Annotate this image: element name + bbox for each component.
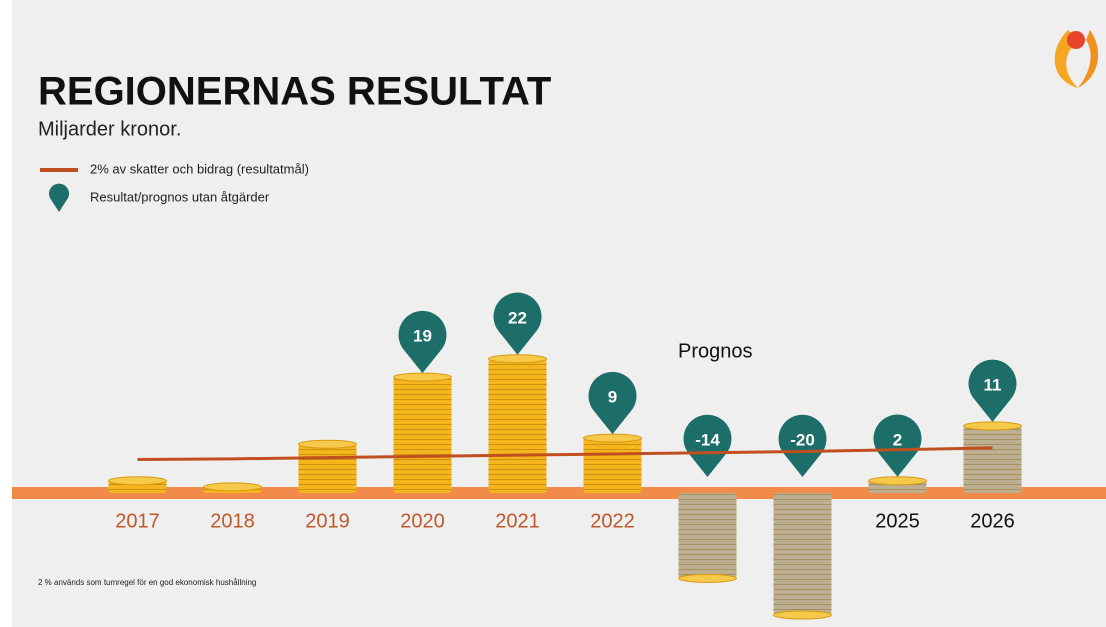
logo xyxy=(1054,30,1099,88)
target-line xyxy=(137,446,993,461)
bar-texture xyxy=(583,438,642,493)
data-label: 22 xyxy=(508,308,527,327)
chart-title: REGIONERNAS RESULTAT xyxy=(38,70,551,114)
background xyxy=(12,0,1106,627)
marker-pin xyxy=(398,310,447,374)
coin-top xyxy=(868,476,927,486)
x-tick-label: 2026 xyxy=(970,510,1015,532)
coin-stack xyxy=(488,354,547,493)
bar-texture xyxy=(393,377,452,493)
legend-swatch xyxy=(49,183,69,212)
x-tick-label: 2018 xyxy=(210,510,255,532)
legend-label: Resultat/prognos utan åtgärder xyxy=(90,189,270,204)
coin-top xyxy=(203,482,262,492)
coin-stack xyxy=(678,493,737,583)
marker-pin xyxy=(493,292,542,355)
annotation: Prognos xyxy=(678,340,753,362)
x-tick-label: 2017 xyxy=(115,510,160,532)
x-tick-label: 2025 xyxy=(875,510,920,532)
marker-pin xyxy=(778,414,827,477)
coin-stack xyxy=(108,476,167,493)
baseline-band xyxy=(12,487,1106,499)
chart-subtitle: Miljarder kronor. xyxy=(38,118,181,140)
data-label: 2 xyxy=(893,430,902,449)
marker-pin xyxy=(873,414,922,477)
footnote: 2 % används som tumregel för en god ekon… xyxy=(38,578,256,587)
data-label: 9 xyxy=(608,388,617,407)
marker-pin xyxy=(588,371,637,435)
coin-top xyxy=(108,476,167,486)
x-tick-label: 2020 xyxy=(400,510,445,532)
coin-top xyxy=(963,421,1022,431)
coin-top xyxy=(773,610,832,620)
x-tick-label: 2021 xyxy=(495,510,540,532)
bar-texture xyxy=(678,493,737,579)
legend-label: 2% av skatter och bidrag (resultatmål) xyxy=(90,161,309,176)
coin-stack xyxy=(868,476,927,493)
x-tick-label: 2019 xyxy=(305,510,350,532)
coin-top xyxy=(678,573,737,583)
data-label: -20 xyxy=(790,430,815,449)
coin-stack xyxy=(203,482,262,493)
x-tick-label: 2022 xyxy=(590,510,635,532)
data-label: 19 xyxy=(413,327,432,346)
coin-stack xyxy=(773,493,832,620)
coin-top xyxy=(488,354,547,364)
coin-stack xyxy=(298,439,357,493)
bar-texture xyxy=(298,444,357,493)
coin-stack xyxy=(583,433,642,493)
coin-top xyxy=(298,439,357,449)
data-label: -14 xyxy=(695,430,720,449)
bar-texture xyxy=(963,425,1022,493)
marker-pin xyxy=(968,359,1017,422)
bar-texture xyxy=(488,358,547,493)
bar-texture xyxy=(773,493,832,615)
coin-stack xyxy=(963,421,1022,493)
coin-top xyxy=(583,433,642,443)
coin-top xyxy=(393,372,452,382)
marker-pin xyxy=(683,414,732,477)
data-label: 11 xyxy=(984,375,1002,394)
coin-stack xyxy=(393,372,452,493)
